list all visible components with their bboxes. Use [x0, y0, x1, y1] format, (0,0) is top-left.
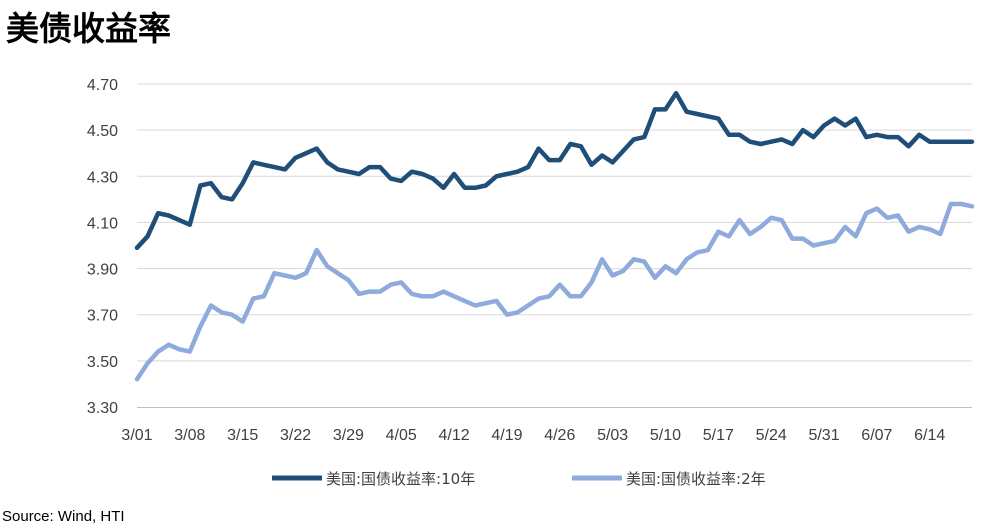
y-tick-label: 3.50 — [87, 354, 118, 371]
x-tick-label: 5/17 — [703, 427, 734, 444]
x-tick-label: 3/22 — [280, 427, 311, 444]
x-tick-label: 5/24 — [756, 427, 787, 444]
legend-label: 美国:国债收益率:2年 — [626, 470, 766, 488]
x-tick-label: 5/10 — [650, 427, 681, 444]
x-tick-label: 5/03 — [597, 427, 628, 444]
series-line-10y — [134, 90, 975, 251]
y-tick-label: 3.70 — [87, 308, 118, 325]
y-tick-label: 3.90 — [87, 262, 118, 279]
x-tick-label: 6/07 — [861, 427, 892, 444]
y-axis-ticks: 3.30 3.50 3.70 3.90 4.10 4.30 4.50 4.70 — [87, 77, 118, 417]
y-tick-label: 4.70 — [87, 77, 118, 94]
y-tick-label: 4.50 — [87, 123, 118, 140]
series-line-2y — [134, 201, 975, 382]
x-tick-label: 4/26 — [544, 427, 575, 444]
y-tick-label: 4.10 — [87, 215, 118, 232]
x-tick-label: 4/12 — [439, 427, 470, 444]
x-tick-label: 3/15 — [227, 427, 258, 444]
x-tick-label: 3/01 — [121, 427, 152, 444]
x-tick-label: 3/29 — [333, 427, 364, 444]
series-lines — [134, 90, 975, 382]
source-note: Source: Wind, HTI — [2, 508, 125, 525]
legend: 美国:国债收益率:10年 美国:国债收益率:2年 — [272, 470, 766, 488]
page-title: 美债收益率 — [6, 9, 171, 48]
y-tick-label: 4.30 — [87, 169, 118, 186]
x-tick-label: 5/31 — [808, 427, 839, 444]
x-tick-label: 4/19 — [491, 427, 522, 444]
y-tick-label: 3.30 — [87, 400, 118, 417]
x-axis-ticks: 3/01 3/08 3/15 3/22 3/29 4/05 4/12 4/19 4/26 5/03… — [121, 427, 945, 444]
legend-label: 美国:国债收益率:10年 — [326, 470, 475, 488]
x-tick-label: 3/08 — [174, 427, 205, 444]
grid-lines — [137, 83, 972, 362]
x-tick-label: 4/05 — [386, 427, 417, 444]
x-tick-label: 6/14 — [914, 427, 945, 444]
